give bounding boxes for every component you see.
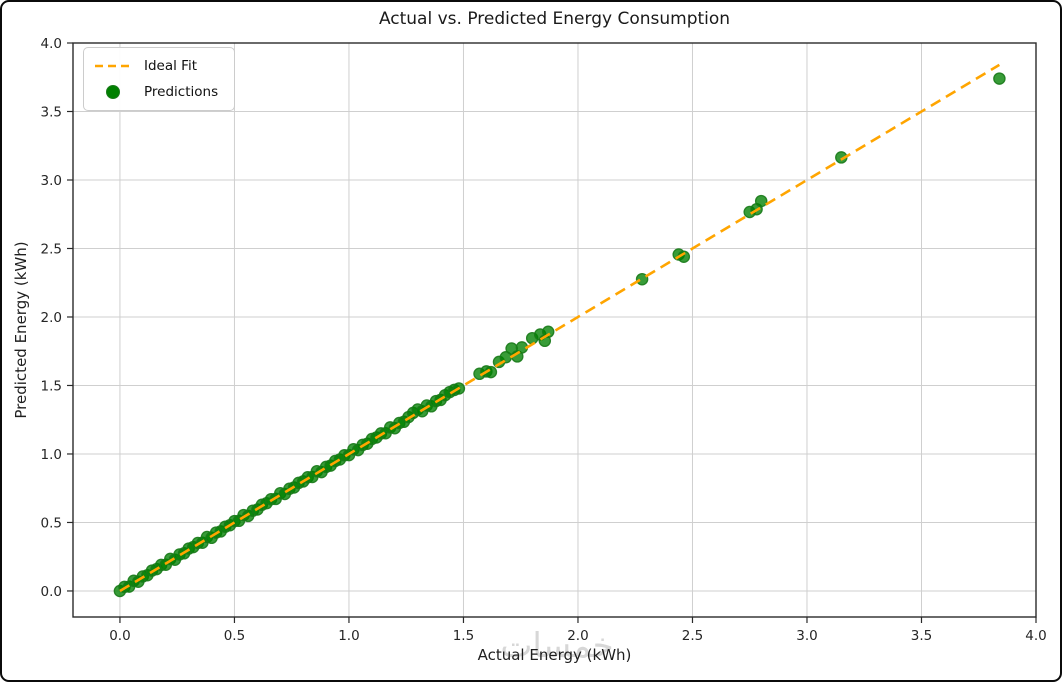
plot-frame <box>72 42 1037 618</box>
y-tick-label: 3.0 <box>41 173 62 189</box>
scatter-point <box>993 72 1006 85</box>
y-tick-label: 0.5 <box>41 515 62 531</box>
x-tick-label: 1.5 <box>453 628 474 644</box>
x-axis-label: Actual Energy (kWh) <box>477 646 632 664</box>
chart-title: Actual vs. Predicted Energy Consumption <box>378 9 731 29</box>
y-tick-label: 2.0 <box>41 310 62 326</box>
y-tick-label: 0.0 <box>41 584 62 600</box>
x-tick-label: 4.0 <box>1025 628 1046 644</box>
x-tick-label: 1.0 <box>338 628 359 644</box>
dashed-line-icon <box>94 63 132 69</box>
dot-icon <box>94 84 132 99</box>
y-tick-label: 3.5 <box>41 104 62 120</box>
y-axis-label: Predicted Energy (kWh) <box>12 241 30 419</box>
scatter-point <box>541 325 555 339</box>
y-tick-label: 4.0 <box>41 36 62 52</box>
y-tick-label: 2.5 <box>41 241 62 257</box>
x-tick-label: 2.5 <box>682 628 703 644</box>
legend-label-ideal-fit: Ideal Fit <box>144 57 197 74</box>
y-tick-label: 1.5 <box>41 378 62 394</box>
x-tick-label: 0.0 <box>109 628 130 644</box>
scatter-point <box>754 194 768 208</box>
legend-item-predictions: Predictions <box>94 81 218 102</box>
ideal-fit-line <box>119 63 1001 593</box>
x-tick-label: 3.5 <box>911 628 932 644</box>
legend: Ideal Fit Predictions <box>83 47 236 111</box>
legend-item-ideal-fit: Ideal Fit <box>94 55 218 76</box>
watermark-text: خمسات <box>500 626 614 666</box>
scatter-point <box>635 272 649 286</box>
y-tick-label: 1.0 <box>41 447 62 463</box>
legend-label-predictions: Predictions <box>144 83 219 100</box>
x-tick-label: 3.0 <box>796 628 817 644</box>
x-tick-label: 0.5 <box>224 628 245 644</box>
x-tick-label: 2.0 <box>567 628 588 644</box>
